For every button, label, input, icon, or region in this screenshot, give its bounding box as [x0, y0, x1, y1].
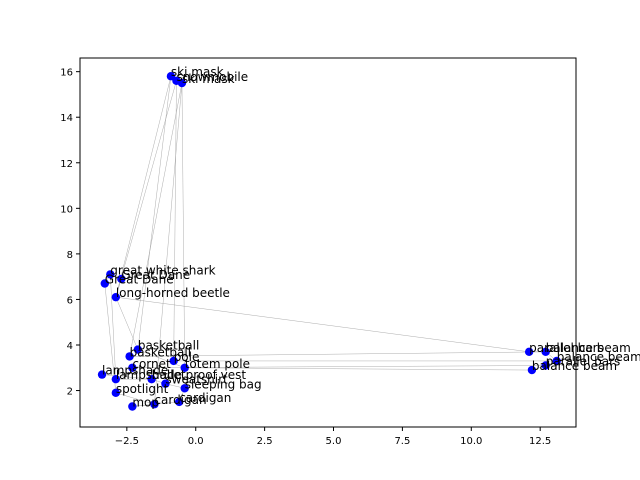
y-tick-label: 6: [67, 295, 73, 306]
x-tick-label: 5.0: [326, 436, 342, 447]
point-label: basketball: [130, 345, 191, 359]
graph-edge: [181, 83, 185, 368]
graph-edge: [115, 80, 177, 298]
data-point: [97, 370, 107, 379]
graph-edge: [184, 367, 532, 371]
data-point: [541, 347, 550, 357]
y-tick-label: 14: [60, 113, 73, 124]
graph-edge: [173, 80, 177, 361]
x-tick-label: −2.5: [115, 436, 139, 447]
point-label: balance beam: [546, 341, 631, 355]
y-tick-label: 12: [60, 159, 73, 170]
graph-edge: [102, 374, 152, 380]
point-label: ski mask: [182, 72, 235, 86]
point-label: balance beam: [557, 350, 640, 364]
data-point: [177, 78, 187, 88]
point-label: cardigan: [179, 391, 231, 405]
point-label: great white shark: [110, 263, 215, 277]
point-label: snowmobile: [176, 70, 248, 84]
data-point: [125, 352, 134, 361]
graph-edge: [115, 76, 172, 298]
graph-edge: [115, 297, 139, 350]
y-tick-label: 4: [67, 341, 73, 352]
point-label: parallel bars: [529, 341, 604, 355]
graph-edge: [154, 83, 183, 405]
graph-edge: [137, 76, 172, 350]
axes-layer: −2.5 0.0 2.5 5.0 7.5 10.0 12.5 2 4 6 8 10 12 14 16: [60, 57, 577, 447]
graph-edge: [115, 392, 155, 405]
point-label: lampshade: [102, 364, 168, 378]
data-point: [111, 292, 121, 302]
point-label: Great Dane: [121, 268, 190, 282]
data-point: [541, 361, 550, 370]
data-point: [166, 72, 176, 81]
point-label: Great Dane: [105, 273, 174, 287]
data-point: [128, 363, 137, 372]
data-point: [133, 345, 143, 354]
point-label: balance beam: [532, 359, 617, 373]
x-tick-label: 2.5: [257, 436, 273, 447]
y-tick-label: 16: [60, 68, 73, 79]
x-tick-label: 10.0: [460, 436, 482, 447]
data-point: [527, 365, 537, 375]
data-point: [150, 400, 159, 409]
data-point: [180, 363, 189, 372]
point-label: pole: [174, 350, 200, 364]
graph-edge: [129, 351, 546, 357]
y-tick-label: 10: [60, 204, 73, 215]
data-point: [175, 397, 184, 407]
graph-edge: [110, 274, 117, 380]
point-label: sweatshirt: [165, 373, 228, 387]
data-point: [524, 347, 534, 357]
data-point: [552, 356, 561, 366]
x-tick-label: 12.5: [529, 436, 551, 447]
plot-frame: [79, 57, 577, 428]
point-label: cornet: [132, 357, 171, 371]
graph-edge: [104, 283, 117, 393]
x-tick-label: 0.0: [188, 436, 204, 447]
point-label: cardigan: [154, 393, 206, 407]
point-label: spotlight: [116, 382, 169, 396]
graph-edge: [132, 365, 546, 369]
data-point: [111, 374, 121, 384]
point-label: sleeping bag: [185, 377, 262, 391]
data-point: [117, 274, 126, 284]
data-point: [180, 384, 189, 393]
x-tick-label: 7.5: [394, 436, 410, 447]
data-point: [106, 270, 115, 279]
point-label: totem pole: [185, 357, 250, 371]
point-label: parallel bars: [546, 355, 621, 369]
point-label: mop: [132, 396, 159, 410]
point-layer: [97, 72, 561, 411]
data-point: [147, 374, 156, 384]
point-label: basketball: [138, 339, 199, 353]
data-point: [111, 388, 121, 398]
y-tick-label: 8: [67, 250, 73, 261]
point-label: lampshade: [116, 368, 182, 382]
point-label: long-horned beetle: [116, 286, 230, 300]
point-label: ski mask: [171, 65, 224, 79]
data-point: [128, 402, 137, 411]
y-tick-label: 2: [67, 387, 73, 398]
data-point: [161, 379, 170, 388]
graph-edge: [115, 296, 530, 353]
point-label: bulletproof vest: [152, 368, 247, 382]
graph-edge: [137, 349, 185, 369]
graph-edge: [129, 83, 183, 357]
data-point: [169, 356, 178, 366]
data-point: [100, 279, 110, 288]
